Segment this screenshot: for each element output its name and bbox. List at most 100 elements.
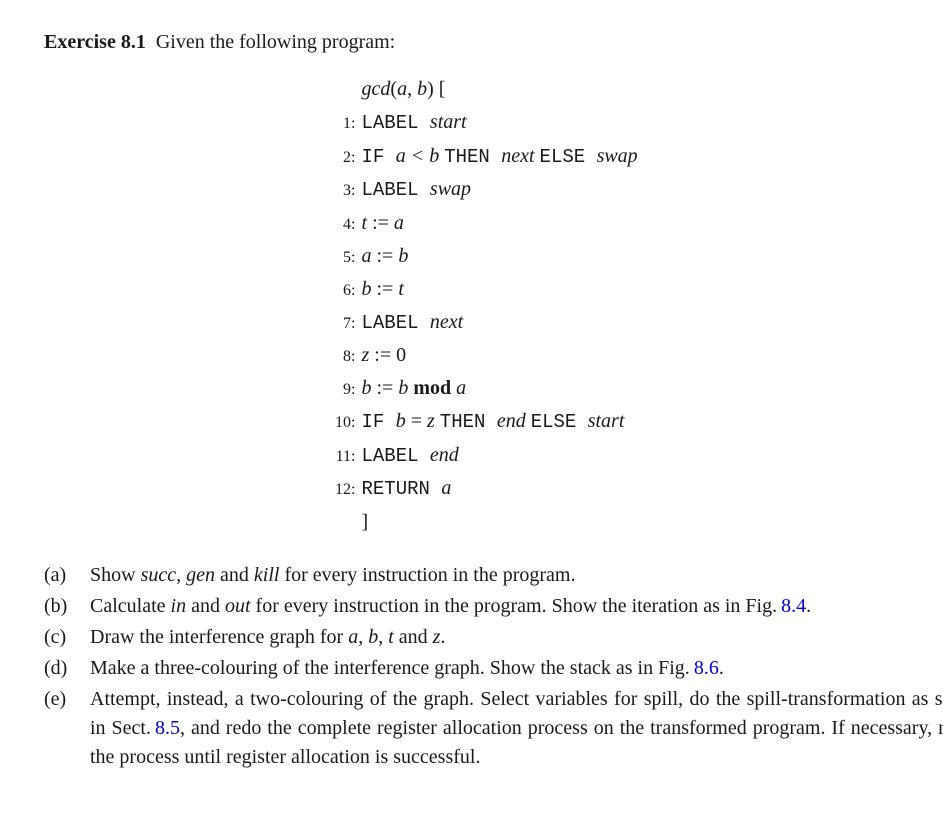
var-t: t <box>398 278 404 300</box>
text: and <box>215 564 254 586</box>
var-b: b <box>396 410 411 432</box>
lbl-start: start <box>430 111 467 133</box>
sig-b: b <box>417 78 427 100</box>
sub-items: (a) Show succ, gen and kill for every in… <box>44 561 943 772</box>
lbl-next: next <box>430 311 463 333</box>
sig-close: ) <box>427 78 434 100</box>
item-a: (a) Show succ, gen and kill for every in… <box>44 561 943 590</box>
lineno: 7: <box>296 312 362 335</box>
lbl-end: end <box>497 410 531 432</box>
text: . <box>440 626 445 648</box>
lineno: 6: <box>296 279 362 302</box>
op-assign: := <box>372 212 394 234</box>
ref-sect-8-5[interactable]: 8.5 <box>155 717 180 739</box>
exercise-header: Exercise 8.1 Given the following program… <box>44 28 943 57</box>
op-assign: := <box>377 377 399 399</box>
kw-return: RETURN <box>362 478 442 500</box>
exercise-title: Exercise 8.1 <box>44 31 146 53</box>
item-e: (e) Attempt, instead, a two-colouring of… <box>44 685 943 772</box>
text: Draw the interference graph for <box>90 626 348 648</box>
lit-zero: 0 <box>396 344 406 366</box>
lbl-swap: swap <box>597 145 638 167</box>
var-b: b <box>362 278 377 300</box>
kw-else: ELSE <box>540 146 597 168</box>
var-z: z <box>362 344 375 366</box>
code-line-2: 2: IF a < b THEN next ELSE swap <box>296 142 736 172</box>
lbl-swap: swap <box>430 178 471 200</box>
code-signature: gcd(a, b) [ <box>296 75 736 104</box>
code-line-10: 10: IF b = z THEN end ELSE start <box>296 407 736 437</box>
kw-label: LABEL <box>362 445 430 467</box>
code-line-1: 1: LABEL start <box>296 108 736 138</box>
ref-fig-8-4[interactable]: 8.4 <box>781 595 806 617</box>
term-kill: kill <box>254 564 280 586</box>
text: Show <box>90 564 141 586</box>
kw-label: LABEL <box>362 112 430 134</box>
sig-a: a <box>397 78 407 100</box>
var-b: b <box>398 245 408 267</box>
var-z: z <box>427 410 440 432</box>
lineno: 9: <box>296 378 362 401</box>
ref-fig-8-6[interactable]: 8.6 <box>694 657 719 679</box>
lineno: 10: <box>296 411 362 434</box>
op-assign: := <box>377 278 399 300</box>
item-d: (d) Make a three-colouring of the interf… <box>44 654 943 683</box>
code-line-5: 5: a := b <box>296 242 736 271</box>
code-line-4: 4: t := a <box>296 209 736 238</box>
code-line-11: 11: LABEL end <box>296 441 736 471</box>
var-b: b <box>362 377 377 399</box>
text: . <box>806 595 811 617</box>
var-b: b <box>368 626 378 648</box>
lineno: 5: <box>296 246 362 269</box>
lineno: 1: <box>296 112 362 135</box>
term-out: out <box>225 595 251 617</box>
op-assign: := <box>377 245 399 267</box>
item-label: (b) <box>44 592 90 621</box>
var-t: t <box>362 212 373 234</box>
var-a: a <box>396 145 411 167</box>
code-line-9: 9: b := b mod a <box>296 374 736 403</box>
item-label: (e) <box>44 685 90 714</box>
kw-then: THEN <box>440 411 497 433</box>
lbl-next: next <box>501 145 539 167</box>
text: , <box>378 626 388 648</box>
text: Calculate <box>90 595 171 617</box>
item-c: (c) Draw the interference graph for a, b… <box>44 623 943 652</box>
kw-label: LABEL <box>362 312 430 334</box>
sig-bracket: [ <box>434 78 446 100</box>
op-eq: = <box>411 410 427 432</box>
item-label: (d) <box>44 654 90 683</box>
exercise-lead: Given the following program: <box>156 31 395 53</box>
text: . <box>719 657 724 679</box>
code-line-8: 8: z := 0 <box>296 341 736 370</box>
var-b: b <box>429 145 444 167</box>
program-listing: gcd(a, b) [ 1: LABEL start 2: IF a < b T… <box>296 75 736 537</box>
item-label: (a) <box>44 561 90 590</box>
kw-mod: mod <box>413 377 456 399</box>
code-line-12: 12: RETURN a <box>296 474 736 504</box>
code-close: ] <box>296 508 736 537</box>
term-gen: gen <box>186 564 215 586</box>
lineno: 3: <box>296 179 362 202</box>
var-a: a <box>456 377 466 399</box>
term-in: in <box>171 595 187 617</box>
text: and <box>394 626 433 648</box>
var-a: a <box>362 245 377 267</box>
lineno: 2: <box>296 146 362 169</box>
lineno: 12: <box>296 478 362 501</box>
kw-else: ELSE <box>531 411 588 433</box>
kw-if: IF <box>362 411 396 433</box>
var-b: b <box>398 377 413 399</box>
sig-fn: gcd <box>362 78 391 100</box>
text: and <box>186 595 225 617</box>
sig-comma: , <box>407 78 417 100</box>
lineno: 4: <box>296 213 362 236</box>
op-assign: := <box>374 344 396 366</box>
code-line-7: 7: LABEL next <box>296 308 736 338</box>
text: for every instruction in the program. Sh… <box>251 595 782 617</box>
kw-if: IF <box>362 146 396 168</box>
kw-then: THEN <box>444 146 501 168</box>
text: for every instruction in the program. <box>279 564 575 586</box>
code-line-6: 6: b := t <box>296 275 736 304</box>
text: Make a three-colouring of the interferen… <box>90 657 694 679</box>
